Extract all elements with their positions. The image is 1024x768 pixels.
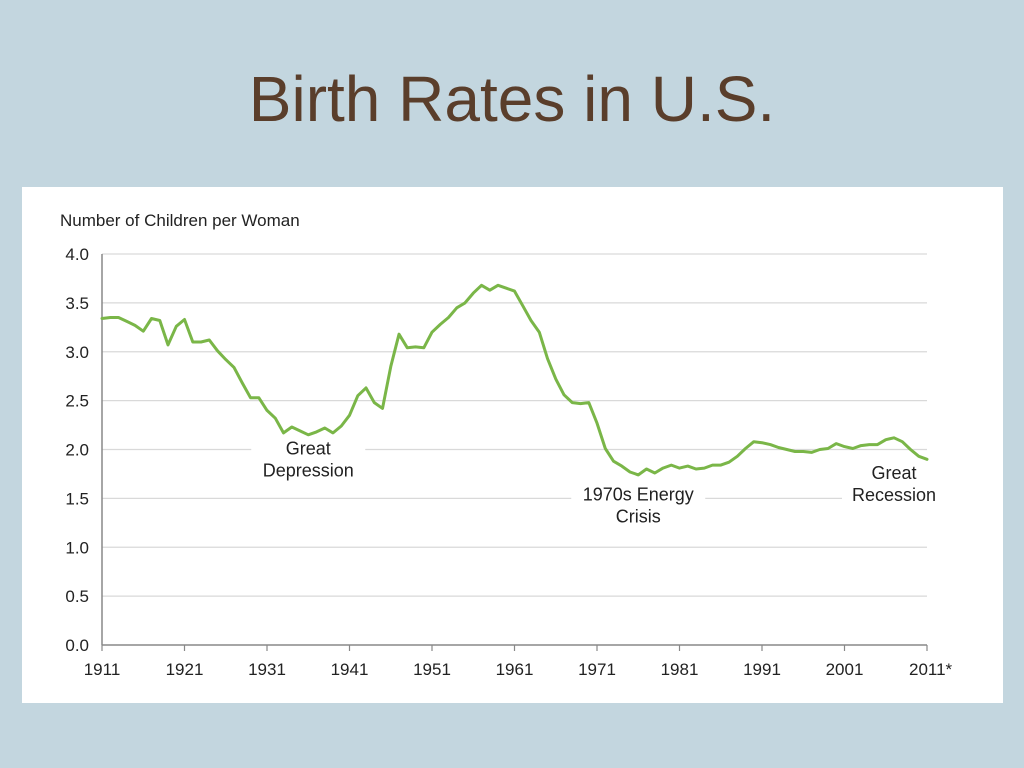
- annotation-text: Great: [286, 438, 331, 458]
- x-tick-label: 1991: [743, 660, 781, 679]
- annotation-bg: [251, 438, 366, 489]
- annotation-bg: [842, 462, 946, 513]
- x-tick-label: 2001: [826, 660, 864, 679]
- annotation-text: Depression: [263, 460, 354, 480]
- series-line-0: [100, 283, 929, 477]
- x-tick-label: 1951: [413, 660, 451, 679]
- annotation-text: Great: [871, 463, 916, 483]
- x-tick-labels: 1911 1921 1931 1941 1951 1961 1971 1981 1991 2001…: [84, 660, 953, 679]
- y-tick-label: 4.0: [65, 245, 89, 264]
- y-tick-label: 2.5: [65, 392, 89, 411]
- y-tick-label: 1.5: [65, 489, 89, 508]
- y-tick-label: 1.0: [65, 538, 89, 557]
- x-tick-label: 1961: [496, 660, 534, 679]
- x-tick-label: 1981: [661, 660, 699, 679]
- series-group: [100, 283, 929, 477]
- x-tick-label: 1921: [166, 660, 204, 679]
- annotation-bg: [571, 484, 706, 535]
- y-tick-label: 3.0: [65, 343, 89, 362]
- x-tick-label: 1911: [84, 660, 121, 679]
- annotation-text: Recession: [852, 485, 936, 505]
- x-tick-label: 1941: [331, 660, 369, 679]
- x-tick-label: 1931: [248, 660, 286, 679]
- grid-lines: [101, 253, 928, 651]
- chart-panel: Number of Children per Woman 0.0 0.5 1.0 1.…: [22, 187, 1003, 703]
- annotation-text: 1970s Energy: [583, 484, 694, 504]
- x-tick-label: 2011*: [909, 660, 953, 679]
- y-tick-label: 2.0: [65, 441, 89, 460]
- y-axis-label: Number of Children per Woman: [60, 211, 300, 230]
- y-tick-label: 0.5: [65, 587, 89, 606]
- y-tick-labels: 0.0 0.5 1.0 1.5 2.0 2.5 3.0 3.5 4.0: [65, 245, 89, 655]
- slide-title: Birth Rates in U.S.: [248, 63, 776, 135]
- annotation-text: Crisis: [616, 506, 661, 526]
- y-tick-label: 0.0: [65, 636, 89, 655]
- x-tick-label: 1971: [578, 660, 616, 679]
- y-tick-label: 3.5: [65, 294, 89, 313]
- birth-rate-chart: Number of Children per Woman 0.0 0.5 1.0 1.…: [60, 211, 953, 679]
